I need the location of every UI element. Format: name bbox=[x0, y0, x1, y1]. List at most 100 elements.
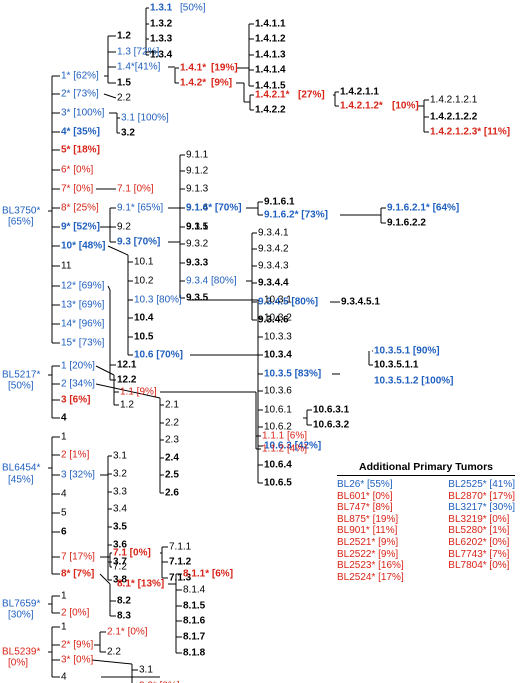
node-label: [19%] bbox=[211, 63, 238, 74]
node-label: 1.4.2.1* bbox=[255, 90, 290, 101]
node-label: 10.1 bbox=[134, 257, 154, 268]
node-label: 2* [9%] bbox=[61, 640, 93, 651]
node-label: 7.1.3 bbox=[169, 573, 192, 584]
legend-tumor-entry: BL2522* [9%] bbox=[337, 548, 399, 560]
legend-tumor-entry: BL2524* [17%] bbox=[337, 571, 404, 583]
tree-branch bbox=[107, 285, 111, 291]
node-label: 7 [17%] bbox=[61, 552, 95, 563]
node-label: 10.3.1 bbox=[264, 295, 292, 306]
node-label: [27%] bbox=[298, 90, 325, 101]
node-label: 3.3 bbox=[113, 487, 127, 498]
legend-tumor-entry: BL6202* [0%] bbox=[448, 536, 510, 548]
node-label: 10.6.4 bbox=[264, 460, 292, 471]
node-label: 9.3.4 [80%] bbox=[186, 276, 237, 287]
node-label: 1 bbox=[61, 432, 67, 443]
node-label: 9.3.4.2 bbox=[258, 244, 289, 255]
node-label: 3.8 bbox=[113, 575, 127, 586]
node-label: 10.6.2 bbox=[264, 422, 292, 433]
node-label: 2.5 bbox=[165, 470, 179, 481]
node-label: 7.1.2 bbox=[169, 557, 192, 568]
node-label: 9.1.6* [70%] bbox=[186, 203, 242, 214]
legend-tumor-entry: BL2870* [17%] bbox=[448, 490, 515, 502]
node-label: 9.1.6.1 bbox=[264, 197, 295, 208]
node-label: BL7659* bbox=[2, 599, 40, 610]
legend-tumor-entry: BL2525* [41%] bbox=[448, 479, 515, 490]
node-label: 4* [35%] bbox=[61, 127, 100, 138]
node-label: 9.3.4.5.1 bbox=[341, 297, 380, 308]
node-label: 1.3.1 bbox=[150, 3, 173, 14]
node-label: 9.1.6.2* [73%] bbox=[264, 210, 328, 221]
node-label: 9* [52%] bbox=[61, 222, 100, 233]
node-label: BL3750* bbox=[2, 206, 40, 217]
node-label: 1 [20%] bbox=[61, 361, 95, 372]
node-label: 10.6.3 [42%] bbox=[264, 441, 321, 452]
node-label: [50%] bbox=[180, 3, 206, 14]
node-label: 10.3 [80%] bbox=[134, 295, 182, 306]
node-label: 1.2 bbox=[120, 400, 134, 411]
node-label: 10.6 [70%] bbox=[134, 350, 183, 361]
node-label: 1.4.2.1.1 bbox=[340, 87, 379, 98]
node-label: 10.6.1 bbox=[264, 405, 292, 416]
node-label: 3 [32%] bbox=[61, 470, 95, 481]
node-label: 1.4*[41%] bbox=[117, 62, 161, 73]
node-label: 13* [69%] bbox=[61, 300, 105, 311]
legend-tumor-entry: BL7743* [7%] bbox=[448, 548, 510, 560]
node-label: 9.1.5 bbox=[186, 222, 209, 233]
node-label: 3.7 bbox=[113, 557, 127, 568]
tree-edges bbox=[48, 7, 429, 683]
node-label: 11 bbox=[61, 261, 72, 272]
legend-tumor-entry: BL2521* [9%] bbox=[337, 536, 399, 548]
node-label: 9.1* [65%] bbox=[117, 203, 163, 214]
legend-tumor-entry: BL875* [19%] bbox=[337, 513, 399, 525]
tree-branch bbox=[95, 365, 115, 376]
node-label: 8.1.4 bbox=[183, 585, 206, 596]
node-label: 3.1 bbox=[139, 665, 153, 676]
node-label: 7.1.1 bbox=[169, 542, 192, 553]
node-label: 2.2 bbox=[107, 647, 121, 658]
node-label: 8.1.8 bbox=[183, 648, 206, 659]
node-label: 1.1.2 [4%] bbox=[262, 444, 307, 455]
node-label: 3.6 bbox=[113, 540, 127, 551]
node-label: 14* [96%] bbox=[61, 319, 105, 330]
node-label: 10.3.5.1.1 bbox=[374, 360, 419, 371]
node-label: 8.1.6 bbox=[183, 616, 206, 627]
node-label: 2.3 bbox=[165, 435, 179, 446]
node-label: 3.2 bbox=[113, 469, 127, 480]
tree-branch bbox=[99, 573, 111, 585]
node-label: 4 bbox=[61, 413, 67, 424]
node-label: 1.4.2.1.2.1 bbox=[430, 95, 478, 106]
node-label: 9.3.4.4 bbox=[258, 278, 289, 289]
node-label: 8.1.7 bbox=[183, 632, 206, 643]
node-label: 1.4.1.5 bbox=[255, 81, 286, 92]
node-label: 9.1.6.2.2 bbox=[387, 218, 426, 229]
node-label: 10.5 bbox=[134, 332, 154, 343]
node-label: 1.3 [72%] bbox=[117, 47, 159, 58]
node-label: 4 bbox=[61, 672, 67, 683]
node-label: 7.1 [0%] bbox=[117, 184, 154, 195]
node-label: 1.4.1* bbox=[180, 63, 206, 74]
node-label: [30%] bbox=[8, 610, 34, 621]
node-label: 9.3.4.3 bbox=[258, 261, 289, 272]
node-label: 2.2 bbox=[165, 418, 179, 429]
node-label: 2.2 bbox=[117, 93, 131, 104]
node-label: 10.6.5 bbox=[264, 478, 292, 489]
legend-tumor-entry: BL7804* [0%] bbox=[448, 560, 510, 572]
node-label: 10.6.3.1 bbox=[313, 405, 350, 416]
node-label: 1.1.1 [6%] bbox=[262, 431, 307, 442]
node-label: [65%] bbox=[8, 217, 34, 228]
node-label: 3 [6%] bbox=[61, 395, 90, 406]
node-label: 4 bbox=[61, 489, 67, 500]
node-label: 1.4.2.1.2.3* [11%] bbox=[430, 127, 510, 138]
tree-labels: BL3750*[65%] 1* [62%] 2* [73%] 3* [100%] 4* … bbox=[2, 3, 510, 683]
node-label: [10%] bbox=[392, 101, 419, 112]
node-label: 2 [1%] bbox=[61, 450, 90, 461]
node-label: 12* [69%] bbox=[61, 281, 105, 292]
node-label: 3.1 bbox=[113, 451, 127, 462]
node-label: [9%] bbox=[211, 78, 232, 89]
node-label: 10.3.2 bbox=[264, 313, 292, 324]
node-label: 1.2 bbox=[117, 31, 131, 42]
node-label: 1.4.2.1.2* bbox=[340, 101, 383, 112]
tree-branch bbox=[107, 245, 129, 256]
node-label: 5 bbox=[61, 508, 67, 519]
